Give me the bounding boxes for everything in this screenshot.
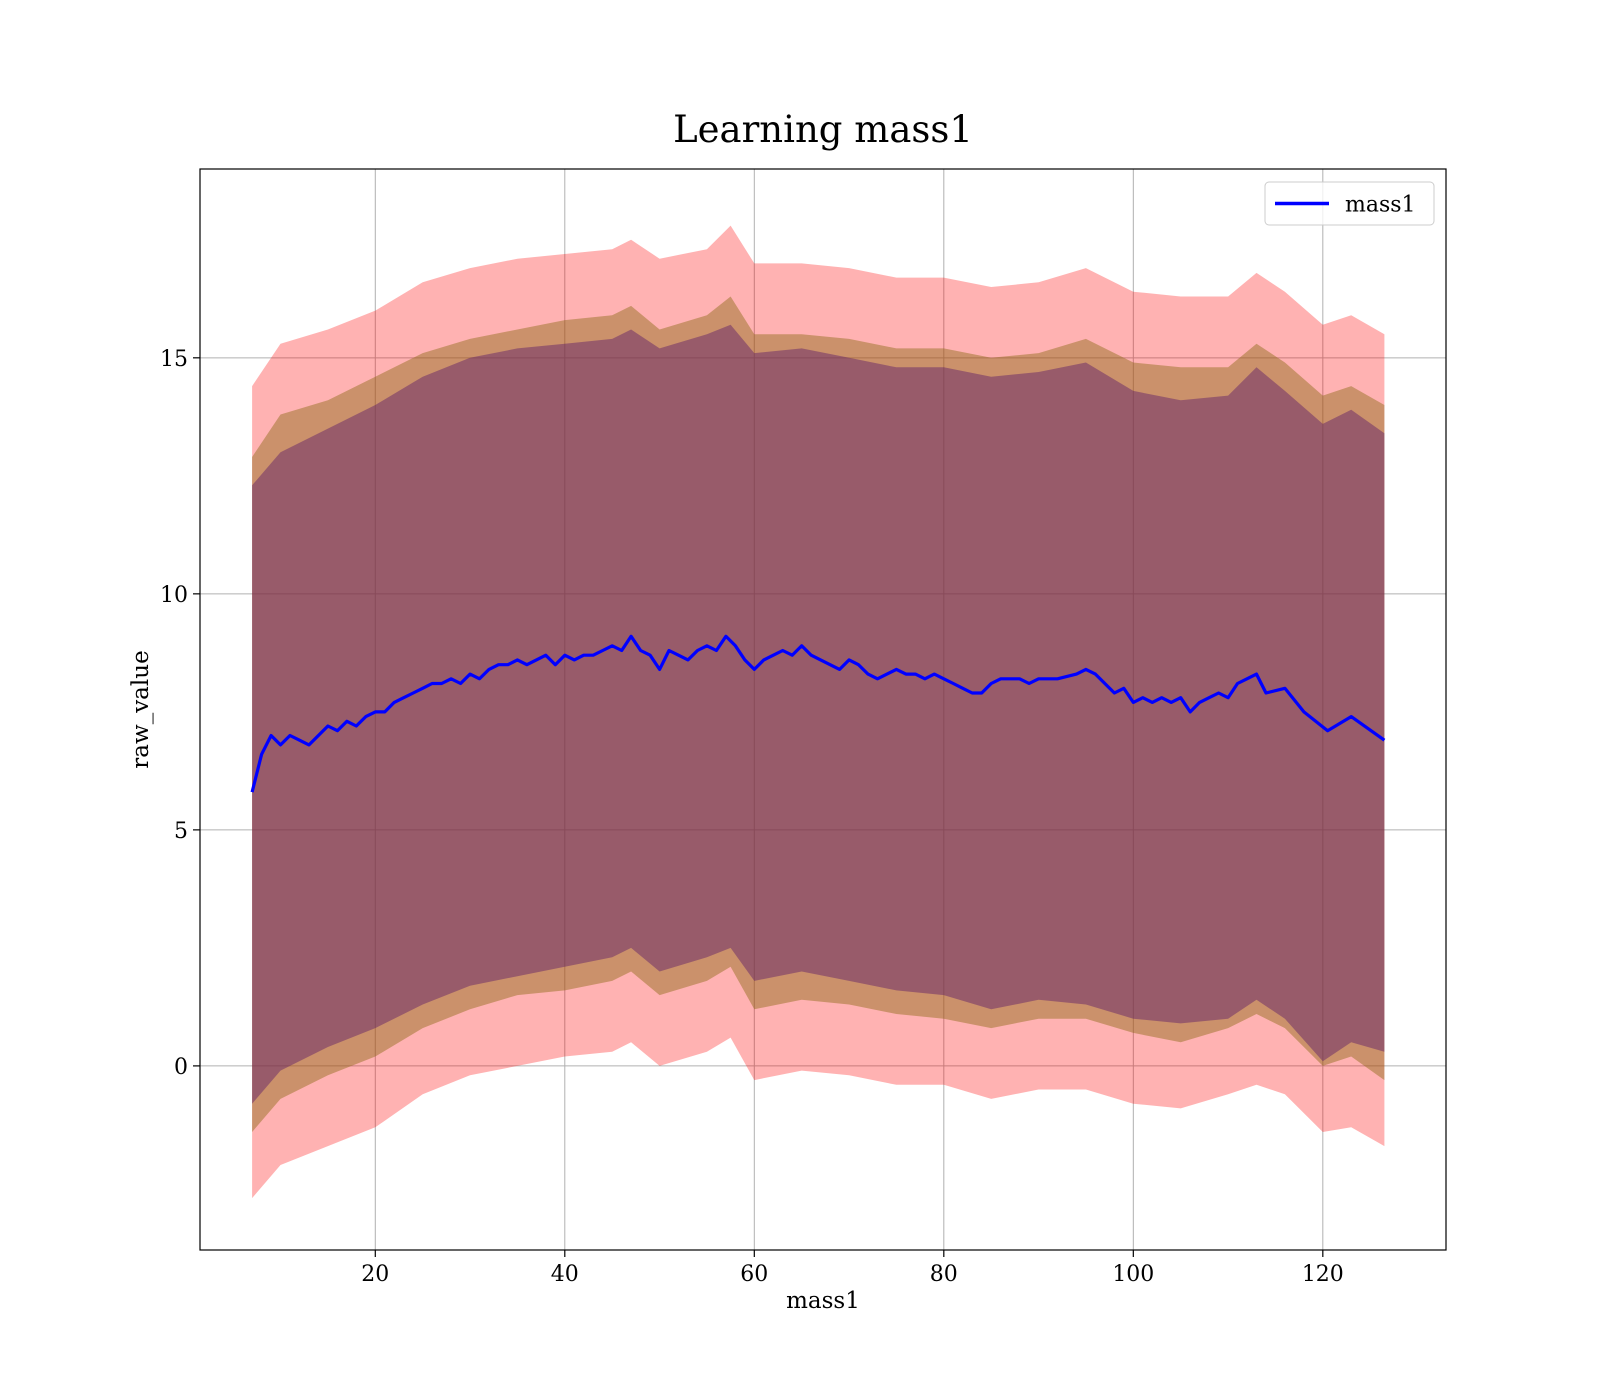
x-tick-label: 40	[551, 1262, 579, 1287]
x-axis-label: mass1	[786, 1288, 860, 1314]
grid-layer	[200, 169, 1446, 1250]
y-axis-label: raw_value	[128, 650, 154, 768]
band-layer	[252, 225, 1385, 1199]
x-tick-label: 20	[361, 1262, 389, 1287]
uncertainty-band-3	[252, 324, 1385, 1104]
x-tick-label: 80	[930, 1262, 958, 1287]
y-tick-label: 0	[174, 1055, 188, 1080]
y-tick-label: 5	[174, 819, 188, 844]
y-tick-label: 10	[160, 583, 188, 608]
uncertainty-band-1	[252, 225, 1385, 1199]
legend: mass1	[1264, 181, 1435, 226]
series-line-1	[250, 634, 1386, 793]
x-tick-label: 60	[740, 1262, 768, 1287]
chart-title: Learning mass1	[673, 108, 973, 151]
tick-layer: 20 40 60 80 100 120 0 5 10 15	[160, 347, 1344, 1287]
uncertainty-band-2	[252, 296, 1385, 1132]
x-tick-label: 120	[1302, 1262, 1344, 1287]
x-tick-label: 100	[1112, 1262, 1154, 1287]
legend-box	[1264, 181, 1435, 226]
plot-frame	[199, 168, 1447, 1251]
line-layer	[250, 634, 1386, 793]
y-tick-label: 15	[160, 347, 188, 372]
legend-label: mass1	[1345, 193, 1416, 218]
